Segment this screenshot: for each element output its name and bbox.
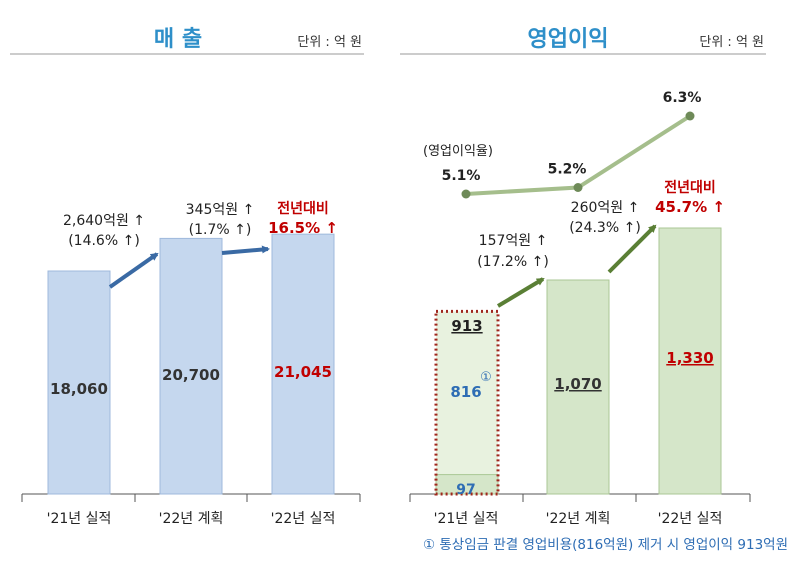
profit-margin-point [573,183,583,192]
sales-growth-amount: 2,640억원 ↑ [63,213,145,229]
profit-bar-22-actual [658,227,722,495]
profit-growth-amount: 260억원 ↑ [571,200,640,216]
sales-yoy-value: 16.5% ↑ [268,219,338,237]
profit-footnote-marker: ① [480,370,492,385]
profit-category-label: '22년 실적 [658,511,723,527]
sales-growth-arrow [108,252,159,289]
profit-category-label: '22년 계획 [546,511,611,527]
sales-growth-rate: (1.7% ↑) [189,222,252,238]
sales-bar-21-actual [47,270,111,495]
profit-footnote: ① 통상임금 판결 영업비용(816억원) 제거 시 영업이익 913억원 [423,537,788,553]
sales-growth-rate: (14.6% ↑) [68,233,140,249]
profit-margin-label: 5.2% [548,162,587,178]
profit-yoy-value: 45.7% ↑ [655,198,725,216]
profit-value-label: 97 [456,482,475,498]
sales-value-label-highlight: 21,045 [274,363,332,381]
sales-growth-amount: 345억원 ↑ [186,202,255,218]
profit-category-label: '21년 실적 [434,511,499,527]
sales-bar-22-actual [271,233,335,495]
profit-margin-series-name: (영업이익율) [423,144,493,159]
profit-adjusted-addition-label: 816 [450,383,481,401]
profit-growth-rate: (17.2% ↑) [477,254,549,270]
profit-margin-point [685,111,695,121]
sales-yoy-label: 전년대비 [277,200,329,217]
profit-growth-arrow [607,224,657,274]
sales-category-label: '21년 실적 [47,511,112,527]
profit-margin-line [465,114,692,196]
sales-title: 매 출 [154,27,202,52]
profit-bar-22-plan [546,279,610,495]
sales-value-label: 20,700 [162,366,220,384]
profit-growth-amount: 157억원 ↑ [479,233,548,249]
profit-adjusted-total-label: 913 [451,317,482,335]
sales-category-label: '22년 계획 [159,511,224,527]
sales-value-label: 18,060 [50,380,108,398]
profit-unit-label: 단위 : 억 원 [699,35,764,50]
profit-yoy-label: 전년대비 [664,179,716,196]
sales-bar-22-plan [159,237,223,495]
sales-growth-arrow [221,245,270,255]
sales-panel: 매 출 단위 : 억 원 18,060 20,700 21,045 2,640억… [10,27,364,527]
profit-growth-rate: (24.3% ↑) [569,220,641,236]
profit-growth-arrow [496,277,545,308]
profit-value-label-highlight: 1,330 [666,349,713,367]
profit-margin-label: 5.1% [442,168,481,184]
profit-margin-label: 6.3% [663,90,702,106]
profit-value-label: 1,070 [554,375,601,393]
profit-title: 영업이익 [528,27,609,52]
profit-margin-point [461,189,471,199]
operating-profit-panel: 영업이익 단위 : 억 원 (영업이익율) 5.1% 5.2% 6.3% 913… [400,27,788,553]
sales-category-label: '22년 실적 [271,511,336,527]
sales-unit-label: 단위 : 억 원 [297,35,362,50]
profit-adjusted-dotted-box [434,309,500,496]
profit-adjusted-bar [436,311,498,494]
